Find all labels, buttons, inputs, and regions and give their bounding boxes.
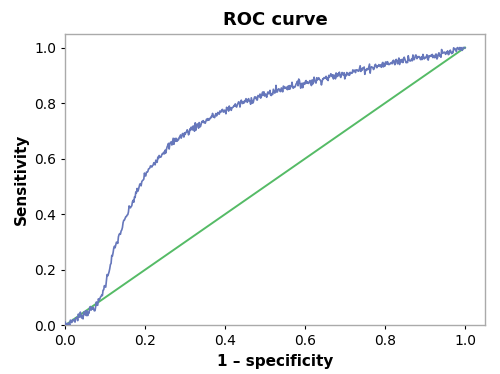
Title: ROC curve: ROC curve bbox=[222, 11, 328, 29]
Y-axis label: Sensitivity: Sensitivity bbox=[14, 134, 28, 225]
X-axis label: 1 – specificity: 1 – specificity bbox=[217, 354, 333, 369]
